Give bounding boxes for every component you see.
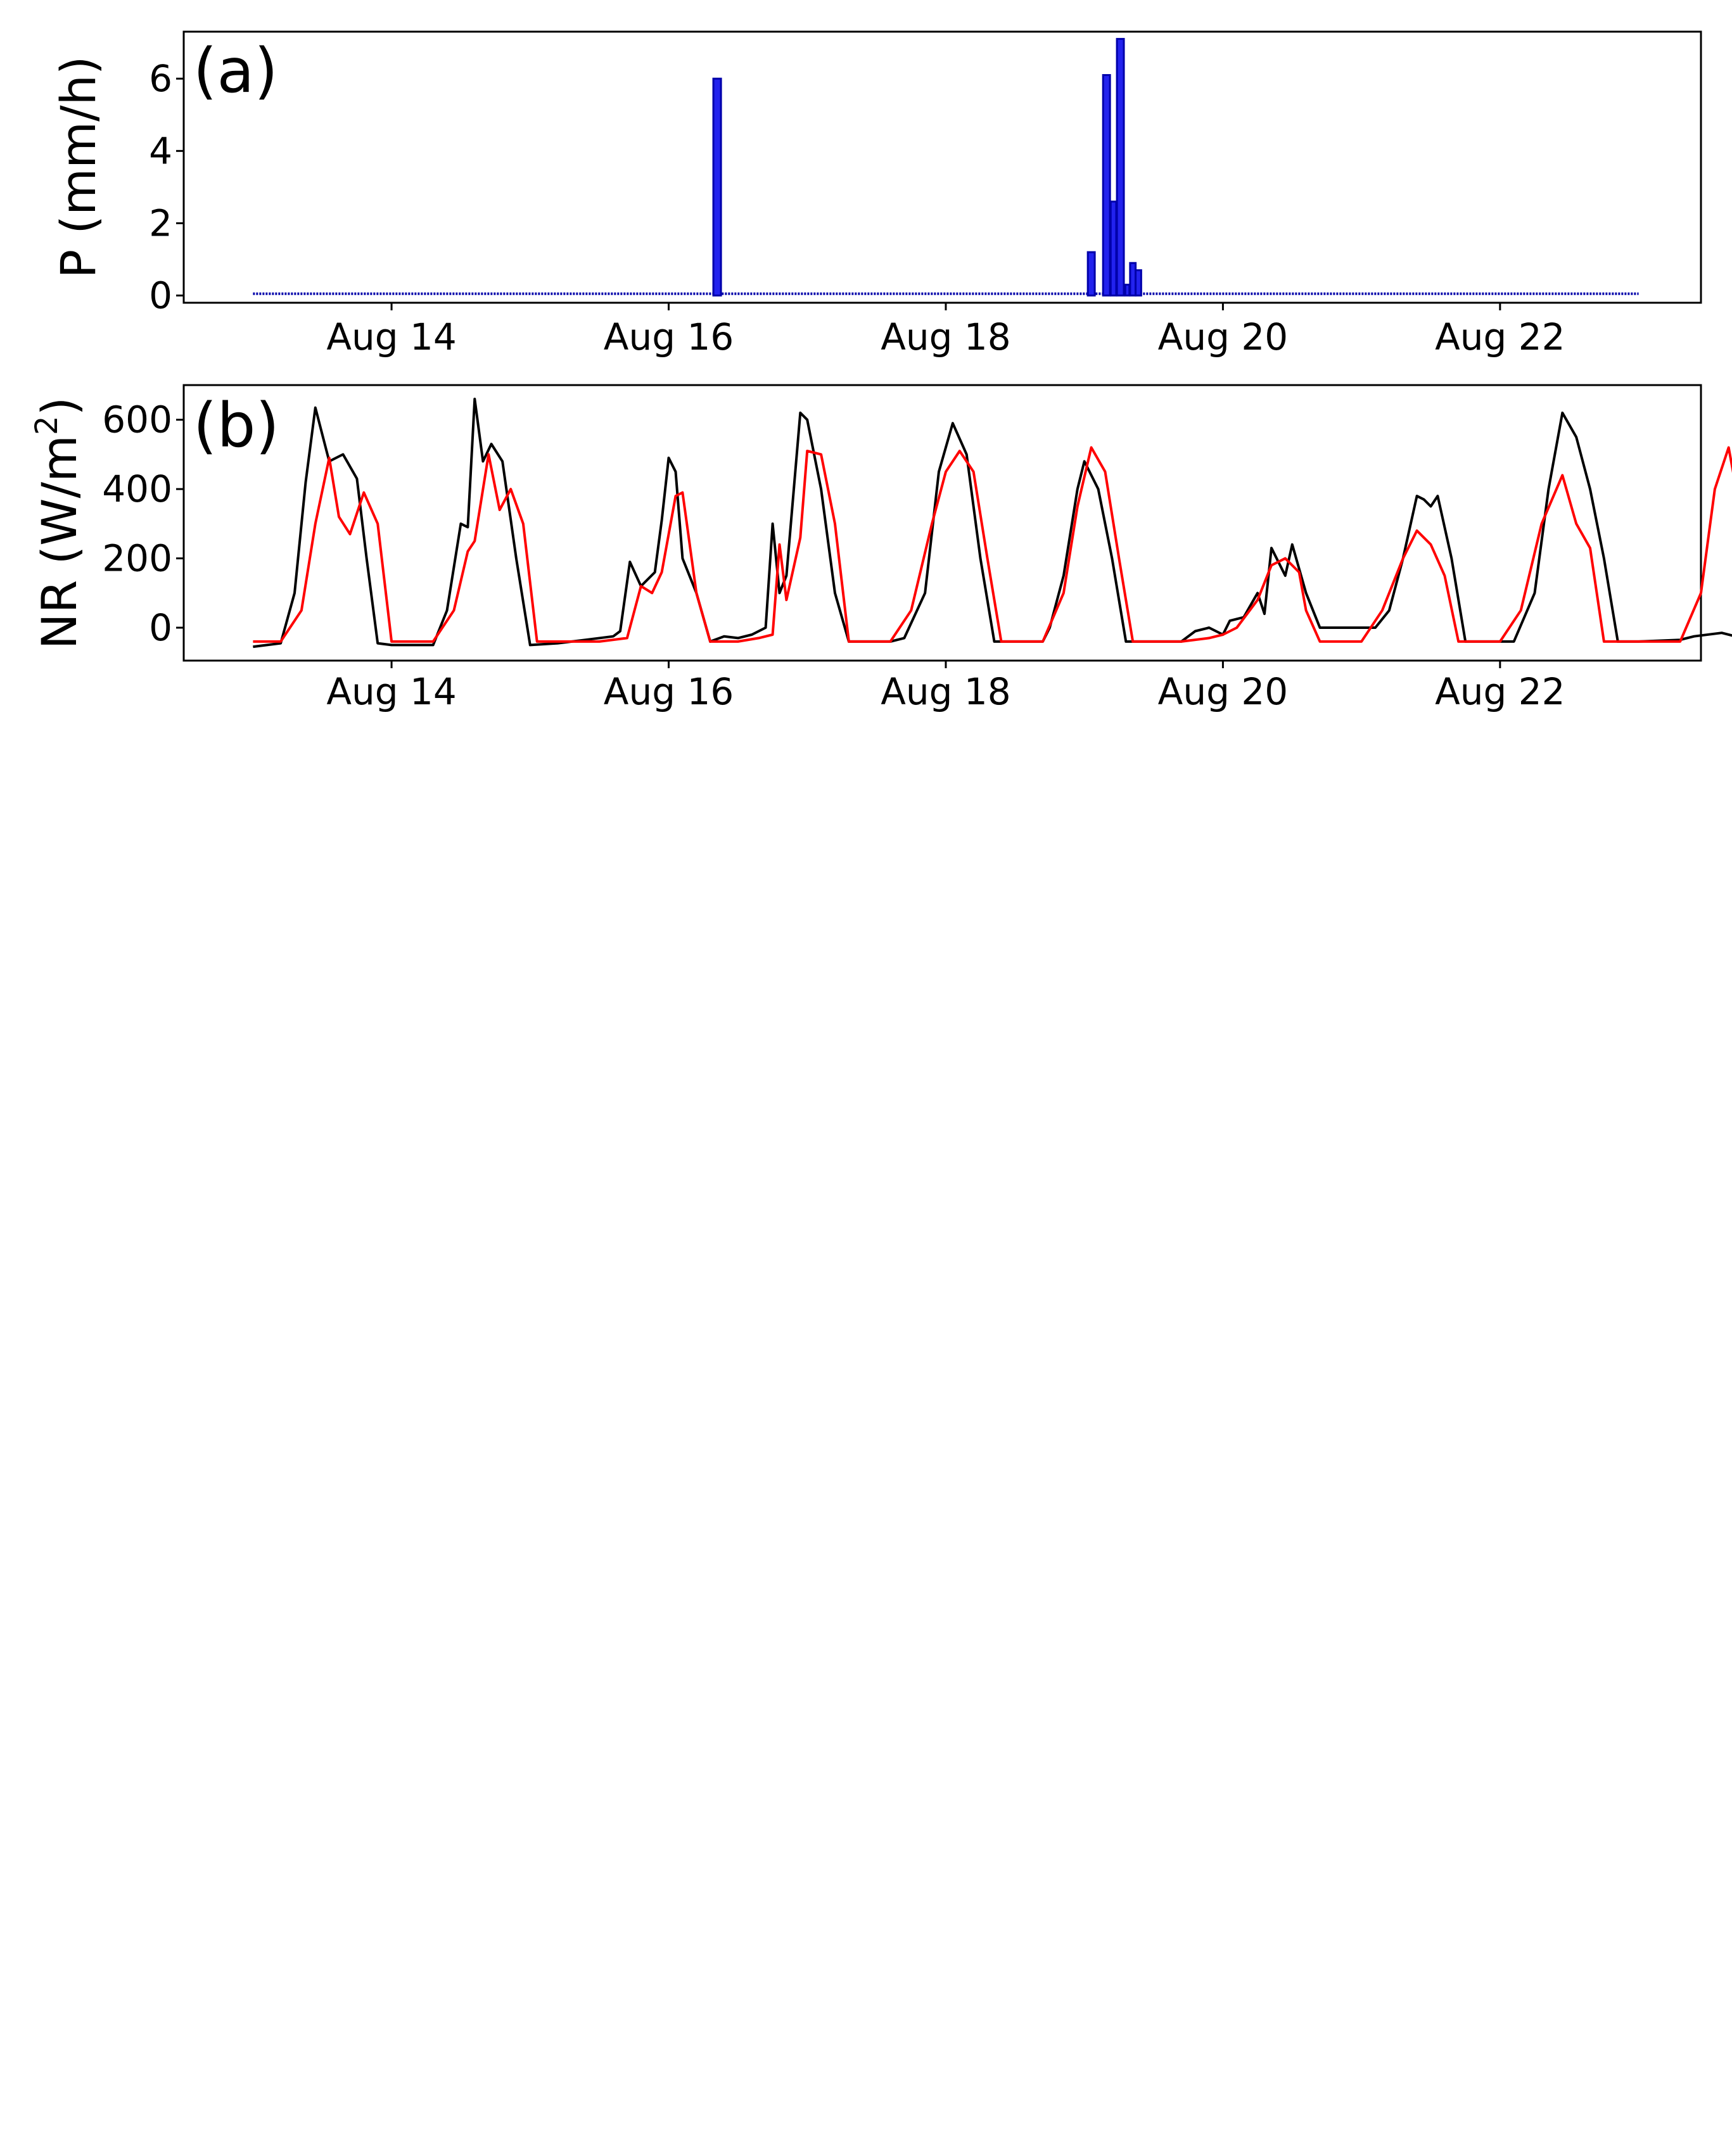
panel-a-xtick-label-0: Aug 14 [326, 315, 457, 358]
panel-a-letter: (a) [193, 35, 278, 106]
panel-b-series-model [253, 446, 1732, 643]
panel-a-xtick-label-2: Aug 18 [881, 315, 1011, 358]
panel-a-xtick-label-3: Aug 20 [1158, 315, 1289, 358]
panel-b-ylabel-sup: 2 [29, 415, 65, 435]
precip-bar-1 [1086, 251, 1096, 297]
panel-a-ytick-label-1: 2 [149, 201, 172, 244]
panel-b-series-observed [253, 397, 1732, 649]
panel-b-xtick-label-2: Aug 18 [881, 670, 1011, 713]
panel-a-ytick-label-2: 4 [149, 129, 172, 172]
panel-a-xtick-label-4: Aug 22 [1435, 315, 1565, 358]
precip-bar-5 [1124, 283, 1131, 297]
panel-b-yaxis: 0 200 400 600 [102, 398, 184, 649]
panel-b-xtick-label-1: Aug 16 [604, 670, 734, 713]
precip-bar-2 [1102, 73, 1111, 297]
panel-b-ylabel-end: ) [31, 397, 87, 416]
panel-b-ylabel-main: NR (W/m [31, 435, 87, 649]
panel-b-xtick-label-0: Aug 14 [326, 670, 457, 713]
panel-a-ylabel: P (mm/h) [50, 56, 106, 278]
panel-b-letter: (b) [193, 390, 279, 461]
panel-a-xtick-label-1: Aug 16 [604, 315, 734, 358]
panel-a-ytick-label-0: 0 [149, 274, 172, 317]
panel-a-yaxis: 0 2 4 6 [149, 57, 184, 317]
panel-b-ytick-label-3: 600 [102, 398, 172, 441]
panel-b-xtick-label-3: Aug 20 [1158, 670, 1289, 713]
precip-bar-3 [1109, 200, 1118, 297]
panel-b-lines [253, 397, 1732, 649]
panel-b-ylabel: NR (W/m2) [29, 397, 87, 649]
precip-bar-0 [712, 77, 722, 297]
panel-b-ytick-label-2: 400 [102, 467, 172, 510]
panel-b-ytick-label-0: 0 [149, 606, 172, 649]
panel-a-frame [182, 30, 1702, 304]
panel-b-ytick-label-1: 200 [102, 537, 172, 580]
panel-a-xaxis: Aug 14 Aug 16 Aug 18 Aug 20 Aug 22 [326, 303, 1565, 358]
precip-bar-7 [1135, 269, 1142, 297]
panel-a-bars [253, 37, 1639, 297]
panel-b-frame [182, 384, 1702, 662]
precip-bar-4 [1116, 37, 1125, 297]
panel-b-xaxis: Aug 14 Aug 16 Aug 18 Aug 20 Aug 22 [326, 661, 1565, 713]
panel-b-xtick-label-4: Aug 22 [1435, 670, 1565, 713]
panel-a-ytick-label-3: 6 [149, 57, 172, 100]
